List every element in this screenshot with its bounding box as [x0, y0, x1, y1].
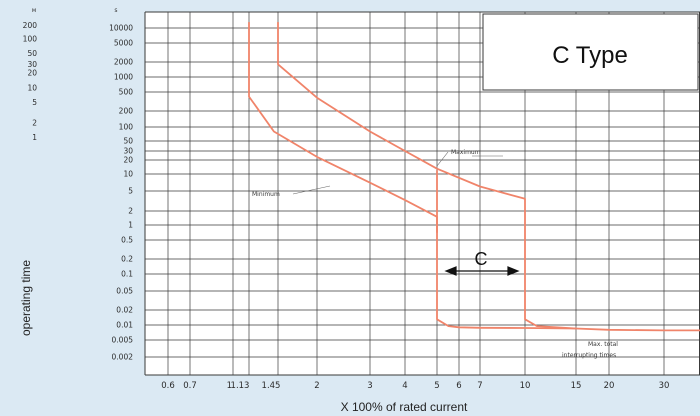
interrupting-times-label: interrupting times [562, 352, 616, 359]
y-tick-label-minutes: 100 [23, 35, 38, 44]
y-tick-label-seconds: 50 [123, 137, 133, 146]
y-tick-label-seconds: 0.5 [121, 236, 133, 245]
y-tick-label-seconds: 0.05 [116, 287, 133, 296]
y-tick-labels: 10000500020001000500200100503020105210.5… [23, 21, 134, 362]
y-tick-label-seconds: 0.1 [121, 270, 133, 279]
x-tick-label: 1 [227, 381, 232, 391]
x-tick-label: 1.13 [231, 381, 250, 391]
max-total-label: Max. total [588, 341, 618, 348]
x-axis-title: X 100% of rated current [341, 400, 468, 414]
y-axis-title: operating time [19, 260, 33, 336]
y-tick-label-minutes: 50 [27, 49, 37, 58]
y-tick-label-seconds: 2000 [114, 58, 133, 67]
y-tick-label-minutes: 10 [27, 84, 37, 93]
x-tick-label: 0.6 [161, 381, 175, 391]
x-tick-label: 2 [314, 381, 319, 391]
x-tick-label: 5 [434, 381, 439, 391]
y-tick-label-seconds: 200 [119, 107, 134, 116]
x-tick-label: 10 [520, 381, 531, 391]
x-tick-label: 15 [571, 381, 582, 391]
y-tick-label-seconds: 0.005 [112, 336, 134, 345]
y-tick-label-seconds: 500 [119, 88, 134, 97]
y-tick-label-minutes: 200 [23, 21, 38, 30]
curves [248, 22, 700, 332]
minimum-label: Minimum [252, 191, 280, 198]
curve-maximum [277, 22, 700, 332]
x-tick-label: 7 [477, 381, 482, 391]
y-unit-seconds: s [114, 7, 117, 14]
c-band-arrow [444, 266, 520, 276]
x-tick-label: 3 [367, 381, 372, 391]
c-band-label: C [475, 249, 488, 269]
y-tick-label-seconds: 5000 [114, 39, 133, 48]
title-box [482, 13, 699, 91]
y-tick-label-minutes: 30 [27, 60, 37, 69]
y-tick-label-seconds: 0.2 [121, 255, 133, 264]
y-tick-label-seconds: 0.01 [116, 321, 133, 330]
x-tick-label: 6 [456, 381, 461, 391]
y-tick-label-seconds: 0.002 [112, 353, 134, 362]
y-tick-label-seconds: 10 [123, 170, 133, 179]
y-tick-label-minutes: 20 [27, 69, 37, 78]
maximum-label: Maximum [451, 149, 481, 156]
y-tick-label-seconds: 5 [128, 187, 133, 196]
curve-instantaneous-band [436, 170, 577, 330]
y-tick-label-seconds: 1 [128, 221, 133, 230]
curve-minimum [248, 22, 438, 233]
x-tick-label: 1.45 [262, 381, 281, 391]
y-tick-label-seconds: 100 [119, 123, 134, 132]
y-unit-minutes: м [32, 7, 37, 14]
x-tick-label: 20 [604, 381, 615, 391]
minimum-leader [292, 185, 331, 195]
x-tick-label: 4 [402, 381, 407, 391]
x-tick-label: 0.7 [183, 381, 197, 391]
y-tick-label-seconds: 20 [123, 156, 133, 165]
y-tick-label-minutes: 5 [32, 98, 37, 107]
maximum-leader-2 [436, 151, 449, 167]
y-tick-label-minutes: 1 [32, 133, 37, 142]
y-tick-label-seconds: 2 [128, 207, 133, 216]
y-tick-label-minutes: 2 [32, 118, 37, 127]
x-tick-label: 30 [659, 381, 670, 391]
chart-title: C Type [552, 42, 628, 69]
x-tick-labels: 0.6 0.7 11.13 1.45 2 3 4 5 6 7 10 15 20 30 [161, 381, 669, 391]
y-tick-label-seconds: 30 [123, 147, 133, 156]
y-tick-label-seconds: 0.02 [116, 306, 133, 315]
y-tick-label-seconds: 1000 [114, 73, 133, 82]
y-tick-label-seconds: 10000 [109, 24, 133, 33]
